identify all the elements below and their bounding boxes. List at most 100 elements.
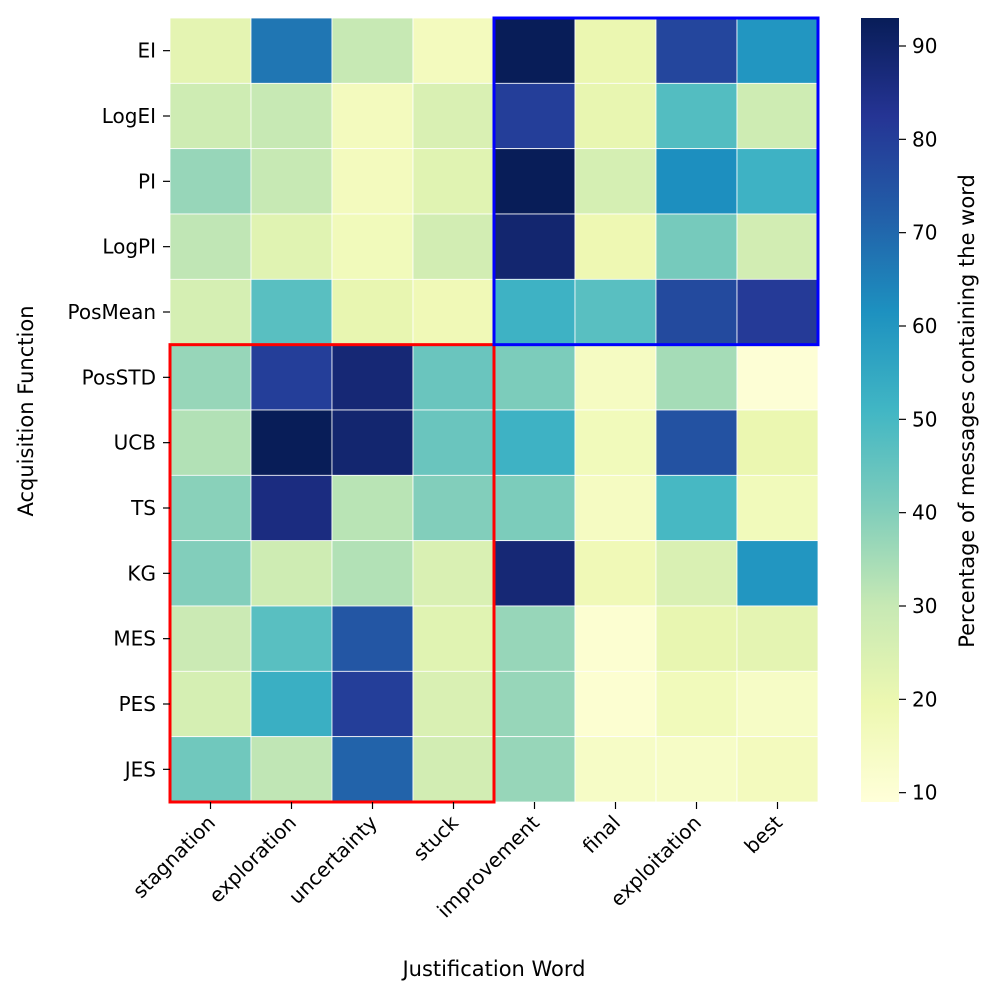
heatmap-cell xyxy=(331,409,414,476)
y-tick-label: MES xyxy=(113,627,156,651)
heatmap-cell xyxy=(412,736,495,803)
y-tick-label: EI xyxy=(137,39,156,63)
heatmap-cell xyxy=(655,213,738,280)
heatmap-cell xyxy=(574,278,657,346)
colorbar-tick-label: 60 xyxy=(912,314,937,338)
heatmap-cell xyxy=(493,474,576,542)
heatmap-cell xyxy=(736,148,819,215)
heatmap-cell xyxy=(331,148,414,215)
heatmap-cell xyxy=(655,344,738,411)
heatmap-cell xyxy=(331,278,414,346)
heatmap-cell xyxy=(250,605,333,672)
heatmap-cell xyxy=(412,409,495,476)
heatmap-cell xyxy=(736,278,819,346)
heatmap-cell xyxy=(412,670,495,738)
heatmap-cell xyxy=(250,17,333,84)
heatmap-cell xyxy=(655,670,738,738)
heatmap-cell xyxy=(493,344,576,411)
y-axis-label: Acquisition Function xyxy=(14,305,38,516)
heatmap-cell xyxy=(331,82,414,150)
heatmap-cell xyxy=(574,670,657,738)
heatmap-cell xyxy=(331,474,414,542)
heatmap-cell xyxy=(169,409,252,476)
heatmap-cell xyxy=(736,474,819,542)
heatmap-cell xyxy=(250,670,333,738)
heatmap-cell xyxy=(169,670,252,738)
heatmap-cell xyxy=(736,670,819,738)
y-tick-label: PES xyxy=(119,692,156,716)
heatmap-cell xyxy=(169,278,252,346)
heatmap-cell xyxy=(169,736,252,803)
heatmap-cell xyxy=(169,540,252,607)
heatmap-cell xyxy=(412,344,495,411)
heatmap-cell xyxy=(412,17,495,84)
y-tick-label: PosSTD xyxy=(82,365,156,389)
x-tick-label: best xyxy=(739,810,787,858)
colorbar-tick-label: 50 xyxy=(912,407,937,431)
heatmap-cell xyxy=(736,736,819,803)
heatmap-cell xyxy=(250,409,333,476)
y-tick-label: LogEI xyxy=(102,104,156,128)
heatmap-cell xyxy=(493,670,576,738)
heatmap-cell xyxy=(493,736,576,803)
colorbar-tick-label: 90 xyxy=(912,34,937,58)
heatmap-cell xyxy=(250,278,333,346)
heatmap-cell xyxy=(331,17,414,84)
heatmap-cell xyxy=(655,278,738,346)
heatmap-cell xyxy=(493,409,576,476)
heatmap-cell xyxy=(493,278,576,346)
heatmap-cell xyxy=(331,736,414,803)
y-tick-label: PI xyxy=(138,169,156,193)
heatmap-cell xyxy=(412,540,495,607)
heatmap-cell xyxy=(169,148,252,215)
heatmap-cell xyxy=(655,17,738,84)
colorbar-tick-label: 30 xyxy=(912,594,937,618)
colorbar-gradient xyxy=(861,18,899,802)
heatmap-cell xyxy=(331,670,414,738)
heatmap-cell xyxy=(574,736,657,803)
y-tick-label: PosMean xyxy=(68,300,157,324)
heatmap-cell xyxy=(655,474,738,542)
colorbar-label: Percentage of messages containing the wo… xyxy=(955,174,979,648)
heatmap-cell xyxy=(493,605,576,672)
heatmap-cell xyxy=(331,344,414,411)
heatmap-cell xyxy=(574,540,657,607)
heatmap-cell xyxy=(574,148,657,215)
highlight-box xyxy=(492,16,820,347)
heatmap-cell xyxy=(412,82,495,150)
y-tick-label: LogPI xyxy=(102,235,156,259)
heatmap-cell xyxy=(250,736,333,803)
heatmap-cell xyxy=(412,278,495,346)
colorbar-ticks: 10 20 30 40 50 60 70 80 90 xyxy=(899,34,937,805)
heatmap-cell xyxy=(736,82,819,150)
heatmap-cell xyxy=(655,605,738,672)
heatmap-cell xyxy=(331,213,414,280)
heatmap-cell xyxy=(493,82,576,150)
heatmap-cell xyxy=(736,409,819,476)
heatmap-cell xyxy=(574,409,657,476)
heatmap-cell xyxy=(736,213,819,280)
heatmap-cell xyxy=(493,540,576,607)
colorbar-tick-label: 20 xyxy=(912,687,937,711)
heatmap-cell xyxy=(574,17,657,84)
y-tick-label: UCB xyxy=(114,431,156,455)
heatmap-cell xyxy=(736,540,819,607)
heatmap-cell xyxy=(574,82,657,150)
heatmap-cell xyxy=(655,82,738,150)
heatmap-cell xyxy=(736,17,819,84)
heatmap-cell xyxy=(169,605,252,672)
colorbar-tick-label: 40 xyxy=(912,501,937,525)
colorbar: 10 20 30 40 50 60 70 80 90 Percentage of message… xyxy=(861,18,979,805)
heatmap-cell xyxy=(574,213,657,280)
heatmap-cell xyxy=(655,409,738,476)
heatmap-cell xyxy=(331,605,414,672)
heatmap-cell xyxy=(655,736,738,803)
heatmap-cell xyxy=(493,213,576,280)
heatmap-cell xyxy=(493,148,576,215)
heatmap-cell xyxy=(574,605,657,672)
heatmap-cell xyxy=(250,148,333,215)
heatmap-cell xyxy=(736,344,819,411)
heatmap-cell xyxy=(169,82,252,150)
heatmap-cell xyxy=(655,540,738,607)
heatmap-cell xyxy=(169,213,252,280)
